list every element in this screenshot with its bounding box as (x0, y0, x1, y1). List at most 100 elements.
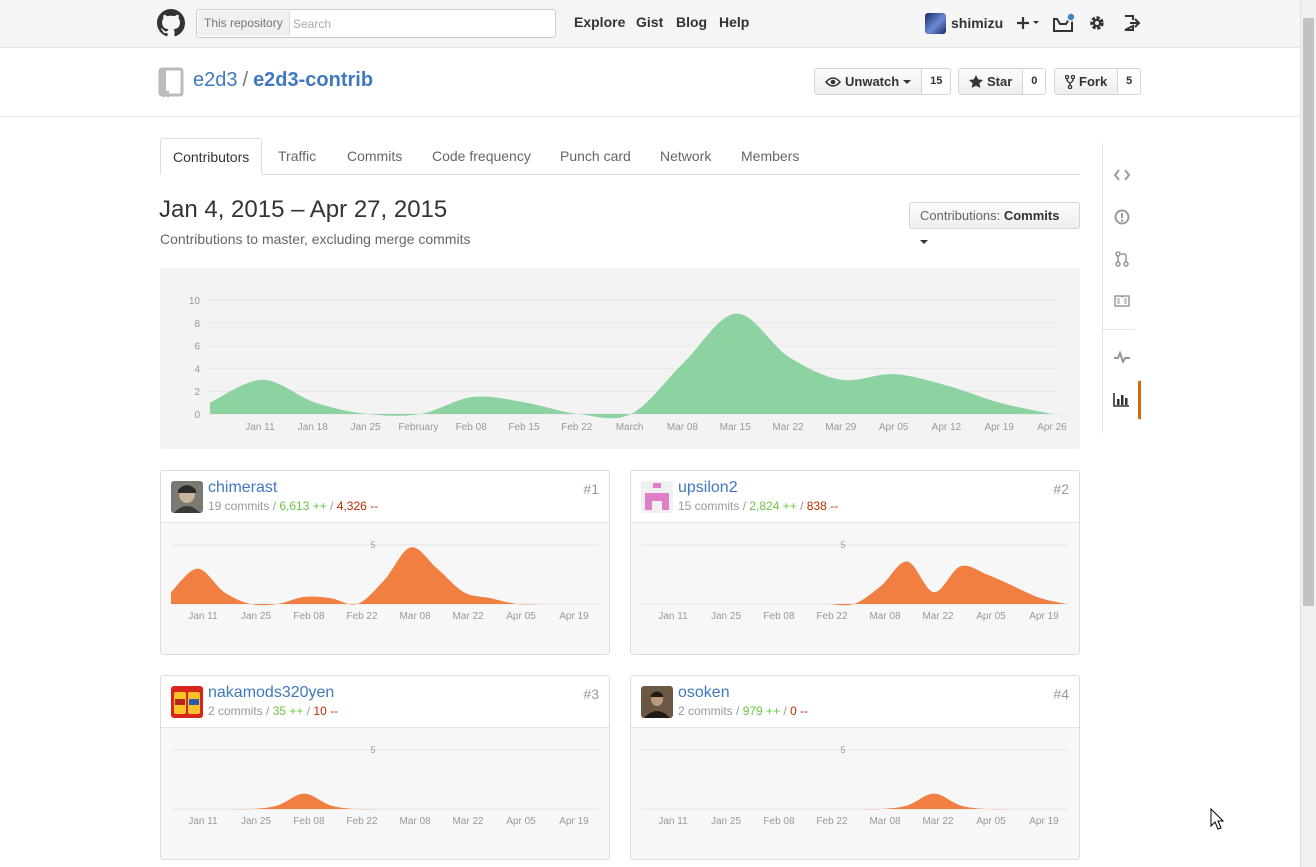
x-tick-label: Jan 25 (351, 422, 381, 433)
contributor-avatar[interactable] (171, 686, 203, 718)
unwatch-button[interactable]: Unwatch (814, 68, 923, 95)
deletions-count: 838 -- (806, 499, 839, 513)
tab-network[interactable]: Network (660, 148, 712, 164)
commit-count[interactable]: 15 commits (678, 499, 740, 513)
sidebar-issues[interactable] (1103, 198, 1141, 236)
x-tick-label: Feb 08 (763, 816, 795, 827)
y-tick-label: 2 (194, 387, 200, 398)
x-tick-label: Jan 11 (658, 816, 688, 827)
y-tick-label: 5 (840, 745, 845, 755)
sidebar-code[interactable] (1103, 156, 1141, 194)
x-tick-label: Feb 22 (816, 611, 848, 622)
sidebar-graphs[interactable] (1103, 381, 1141, 419)
commit-count[interactable]: 2 commits (208, 704, 263, 718)
repo-name-link[interactable]: e2d3-contrib (253, 69, 374, 91)
x-tick-label: Feb 15 (508, 422, 540, 433)
y-tick-label: 0 (194, 410, 200, 421)
contributor-name-link[interactable]: nakamods320yen (208, 684, 335, 701)
star-icon (969, 75, 983, 88)
star-button[interactable]: Star (958, 68, 1024, 95)
tab-members[interactable]: Members (741, 148, 800, 164)
tab-traffic[interactable]: Traffic (278, 148, 317, 164)
x-tick-label: Apr 19 (559, 816, 589, 827)
contributor-name-link[interactable]: upsilon2 (678, 479, 738, 496)
contributor-avatar[interactable] (641, 686, 673, 718)
repo-book-icon (158, 67, 184, 98)
tab-commits[interactable]: Commits (347, 148, 403, 164)
plus-dropdown-icon[interactable] (1014, 13, 1040, 33)
sidebar-divider (1103, 329, 1135, 330)
repo-sidebar-nav (1102, 143, 1141, 433)
area-series (171, 547, 597, 606)
contributor-card-header: osoken 2 commits / 979 ++ / 0 -- #4 (631, 676, 1079, 728)
contributor-chart: 5 Jan 11 Jan 25 Feb 08 Feb 22 Mar 08 Mar 22 Apr… (161, 523, 609, 654)
fork-count[interactable]: 5 (1118, 68, 1142, 95)
scrollbar-thumb[interactable] (1303, 18, 1314, 606)
contributor-avatar[interactable] (171, 481, 203, 513)
graph-icon (1112, 393, 1129, 407)
settings-gear-icon[interactable] (1087, 13, 1107, 33)
nav-explore[interactable]: Explore (574, 14, 626, 30)
page-scrollbar[interactable] (1300, 0, 1316, 867)
x-tick-label: Mar 08 (399, 816, 431, 827)
fork-group: Fork 5 (1054, 68, 1142, 95)
commit-count[interactable]: 2 commits (678, 704, 733, 718)
x-tick-label: Apr 05 (879, 422, 909, 433)
watch-count[interactable]: 15 (922, 68, 952, 95)
additions-count: 35 ++ (272, 704, 304, 718)
search-input[interactable] (293, 11, 543, 36)
x-tick-label: Apr 05 (506, 816, 536, 827)
star-label: Star (987, 74, 1013, 89)
x-tick-label: Mar 22 (772, 422, 804, 433)
repo-header: e2d3/e2d3-contrib Unwatch 15 Star 0 Fork… (0, 49, 1300, 117)
area-series (641, 561, 1067, 606)
contributor-chart: 5 Jan 11 Jan 25 Feb 08 Feb 22 Mar 08 Mar 22 Apr… (161, 728, 609, 859)
github-logo-icon[interactable] (157, 9, 185, 37)
contributor-rank: #3 (583, 686, 599, 702)
nav-help[interactable]: Help (719, 14, 750, 30)
x-tick-label: Mar 15 (720, 422, 752, 433)
fork-label: Fork (1079, 74, 1108, 89)
contributions-select[interactable]: Contributions: Commits (909, 202, 1080, 244)
x-tick-label: Feb 08 (293, 611, 325, 622)
date-range-title: Jan 4, 2015 – Apr 27, 2015 (159, 196, 448, 223)
x-tick-label: Feb 08 (293, 816, 325, 827)
tab-contributors[interactable]: Contributors (160, 138, 263, 175)
sidebar-pulse[interactable] (1103, 338, 1141, 376)
y-tick-label: 8 (194, 319, 200, 330)
deletions-count: 4,326 -- (336, 499, 379, 513)
x-tick-label: Mar 08 (869, 611, 901, 622)
notifications-icon[interactable] (1052, 13, 1076, 33)
nav-blog[interactable]: Blog (676, 14, 708, 30)
commit-count[interactable]: 19 commits (208, 499, 270, 513)
contributions-select-value: Commits (1003, 208, 1060, 223)
tab-code-frequency[interactable]: Code frequency (432, 148, 531, 164)
x-tick-label: Feb 22 (561, 422, 593, 433)
contributor-chart-svg: 5 Jan 11 Jan 25 Feb 08 Feb 22 Mar 08 Mar 22 Apr… (170, 745, 599, 827)
contributor-name-link[interactable]: osoken (678, 684, 730, 701)
contributor-avatar[interactable] (641, 481, 673, 513)
x-tick-label: Jan 11 (188, 611, 218, 622)
repo-owner-link[interactable]: e2d3 (193, 69, 238, 91)
x-tick-label: Jan 25 (711, 816, 741, 827)
contributor-name-link[interactable]: chimerast (208, 479, 278, 496)
sidebar-pull-requests[interactable] (1103, 240, 1141, 278)
mouse-cursor-icon (1210, 808, 1224, 830)
search-scope-label[interactable]: This repository (198, 11, 290, 36)
graph-tabs: Contributors Traffic Commits Code freque… (160, 138, 1080, 175)
user-menu[interactable]: shimizu (925, 12, 1003, 34)
y-tick-label: 6 (194, 342, 200, 353)
caret-down-icon (920, 240, 928, 244)
star-count[interactable]: 0 (1023, 68, 1047, 95)
y-tick-label: 5 (840, 540, 845, 550)
fork-button[interactable]: Fork (1054, 68, 1119, 95)
site-header: This repository Explore Gist Blog Help s… (0, 0, 1300, 48)
contributor-stats: 2 commits / 35 ++ / 10 -- (208, 704, 339, 718)
username: shimizu (951, 15, 1004, 31)
sign-out-icon[interactable] (1122, 13, 1142, 33)
sidebar-wiki[interactable] (1103, 282, 1141, 320)
contributor-stats: 2 commits / 979 ++ / 0 -- (678, 704, 809, 718)
nav-gist[interactable]: Gist (636, 14, 664, 30)
tab-punch-card[interactable]: Punch card (560, 148, 631, 164)
user-avatar (925, 12, 946, 34)
